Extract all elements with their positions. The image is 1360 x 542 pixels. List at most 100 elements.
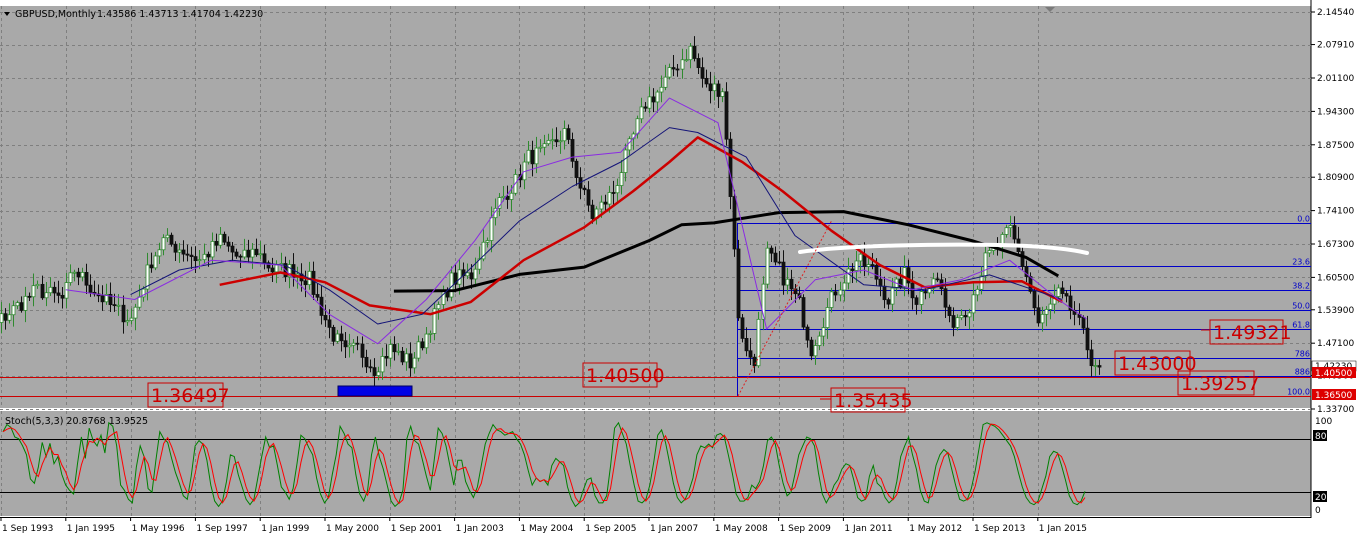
candle-body [230,245,235,253]
price-tick-label: 2.07910 [1317,41,1354,51]
candle-body [185,253,190,256]
time-tick-label: 1 May 2008 [715,524,768,534]
annotation-1-39257[interactable]: 1.39257 [1177,370,1260,396]
candle-body [396,350,401,353]
candle-body [31,285,36,298]
candle-body [1044,309,1049,315]
candle-body [724,91,729,140]
candle-body [599,201,604,210]
time-axis[interactable]: 1 Sep 1993 1 Jan 1995 1 May 1996 1 Sep 1997… [0,517,1087,534]
dashed-trend-line[interactable] [737,219,833,397]
time-tick-label: 1 Sep 2009 [780,524,832,534]
candle-body [878,278,883,287]
candle-body [7,314,12,321]
candle-body [1024,266,1029,277]
stoch-level-tag-20: 20 [1313,491,1327,503]
candle-body [967,312,972,318]
candle-body [684,59,689,62]
price-tick-label: 1.80900 [1317,173,1354,183]
candle-body [659,86,664,93]
annotation-1-43000[interactable]: 1.43000 [1114,350,1197,376]
candle-body [1093,365,1098,367]
support-lines[interactable] [0,377,1311,397]
candle-body [736,248,741,319]
stoch-axis[interactable]: 100 0 [1315,417,1332,516]
price-pane-bg [0,6,1311,408]
candle-body [947,306,952,316]
annotation-1-39257-text: 1.39257 [1181,373,1260,395]
candle-body [688,45,693,61]
candle-body [538,146,543,149]
price-tag-1-36500-text: 1.36500 [1315,391,1352,401]
candle-body [769,247,774,254]
candle-body [384,356,389,359]
candle-body [274,264,279,273]
candle-body [906,267,911,284]
candle-body [700,67,705,79]
annotation-1-40500[interactable]: 1.40500 [582,362,665,388]
annotation-1-35435-text: 1.35435 [834,390,913,412]
candle-body [477,258,482,270]
candle-body [505,195,510,200]
candle-body [959,315,964,319]
candle-body [360,343,365,358]
candle-body [1097,365,1102,368]
candle-body [671,67,676,70]
candle-body [744,338,749,352]
candle-body [372,367,377,376]
stoch-level-tag-80-text: 80 [1315,432,1327,442]
candle-body [955,317,960,328]
candle-body [708,83,713,92]
candle-body [436,304,441,310]
annotation-1-35435[interactable]: 1.35435 [820,387,913,413]
price-axis[interactable]: 2.14540 2.07910 2.01100 1.94300 1.87500 1.809… [1311,8,1354,415]
candle-body [428,333,433,335]
candle-body [919,291,924,305]
candle-body [44,292,49,299]
annotation-1-36497[interactable]: 1.36497 [147,382,230,408]
grid-lines [0,6,1311,516]
candle-body [238,255,243,258]
candle-body [181,249,186,255]
candle-body [615,185,620,194]
candle-body [914,297,919,305]
time-tick-label: 1 Jan 1999 [261,524,309,534]
candle-body [76,271,81,278]
candle-body [882,285,887,301]
time-tick-label: 1 May 2000 [326,524,379,534]
candle-body [315,294,320,298]
candle-body [262,253,267,264]
candle-body [801,297,806,328]
candle-body [886,299,891,305]
chart-ohlc: 1.43586 1.43713 1.41704 1.42230 [97,9,263,20]
time-tick-label: 1 May 2004 [520,524,573,534]
annotation-1-43000-text: 1.43000 [1118,353,1197,375]
chart-shift-icon[interactable] [1045,7,1055,12]
chart-menu-icon[interactable] [4,12,10,16]
candlestick-series [0,36,1102,386]
candle-body [242,249,247,258]
annotation-1-49321[interactable]: 1.49321 [1201,319,1292,345]
candle-body [833,291,838,296]
price-tick-label: 1.87500 [1317,141,1354,151]
candle-body [655,91,660,103]
stoch-pane-bg [0,411,1311,516]
candle-body [19,302,24,311]
price-tick-label: 1.74100 [1317,207,1354,217]
stochastic-oscillator [0,421,1311,508]
candle-body [890,287,895,305]
candle-body [704,77,709,85]
blue-support-zone[interactable] [337,385,413,397]
white-resistance-curve[interactable] [798,242,1089,255]
candle-body [40,283,45,299]
candle-body [165,234,170,239]
candle-body [562,128,567,142]
time-tick-label: 1 Sep 2005 [585,524,636,534]
candle-body [473,268,478,280]
candle-body [404,353,409,363]
ma-line [65,97,1087,345]
candle-body [254,248,259,256]
candle-body [416,341,421,359]
candle-body [412,357,417,369]
